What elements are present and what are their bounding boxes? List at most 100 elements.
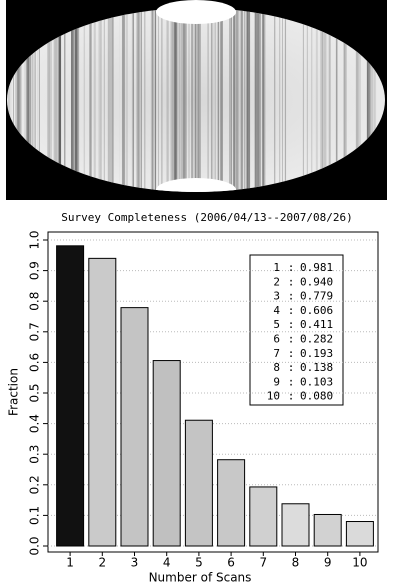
legend-separator: : <box>288 318 295 331</box>
legend-key: 9 <box>273 375 280 388</box>
sky-stripe <box>99 8 100 192</box>
sky-stripe <box>316 8 318 192</box>
sky-stripe <box>242 8 243 192</box>
bar <box>282 504 309 546</box>
legend-key: 7 <box>273 347 280 360</box>
sky-stripe <box>326 8 328 192</box>
x-tick-label: 5 <box>195 556 203 570</box>
sky-stripe <box>214 8 216 192</box>
sky-stripe <box>133 8 134 192</box>
legend-separator: : <box>288 375 295 388</box>
sky-stripe <box>274 8 275 192</box>
sky-stripe <box>241 8 243 192</box>
sky-stripe <box>230 8 232 192</box>
bar <box>89 258 116 546</box>
sky-stripe <box>137 8 139 192</box>
legend-separator: : <box>288 304 295 317</box>
sky-stripe <box>311 8 312 192</box>
bar <box>153 361 180 546</box>
sky-stripe <box>191 8 193 192</box>
sky-stripe <box>84 8 85 192</box>
x-tick-label: 9 <box>324 556 332 570</box>
sky-stripe <box>185 8 187 192</box>
figure: Survey Completeness (2006/04/13--2007/08… <box>0 0 393 586</box>
sky-stripe <box>132 8 133 192</box>
legend-separator: : <box>288 361 295 374</box>
bar <box>218 460 245 546</box>
sky-stripe <box>72 8 74 192</box>
y-tick-label: 0.0 <box>28 536 42 555</box>
legend-value: 0.940 <box>300 275 333 288</box>
sky-stripe <box>94 8 96 192</box>
legend-value: 0.411 <box>300 318 333 331</box>
sky-stripe <box>220 8 223 192</box>
legend-value: 0.103 <box>300 375 333 388</box>
legend-separator: : <box>288 275 295 288</box>
sky-stripe <box>244 8 246 192</box>
legend-key: 3 <box>273 290 280 303</box>
sky-stripe <box>257 8 259 192</box>
x-axis-label: Number of Scans <box>149 571 252 585</box>
sky-stripe <box>193 8 194 192</box>
y-tick-label: 0.6 <box>28 353 42 372</box>
legend-key: 1 <box>273 261 280 274</box>
sky-stripe <box>141 8 142 192</box>
bar <box>314 514 341 546</box>
sky-stripe <box>255 8 256 192</box>
bar <box>121 308 148 546</box>
sky-stripe <box>279 8 280 192</box>
sky-stripe <box>64 8 65 192</box>
x-tick-label: 10 <box>352 556 367 570</box>
x-tick-label: 4 <box>163 556 171 570</box>
sky-stripe <box>119 8 120 192</box>
sky-stripe <box>195 8 196 192</box>
sky-stripe <box>104 8 105 192</box>
sky-stripe <box>178 8 180 192</box>
legend-key: 10 <box>267 390 280 403</box>
sky-stripe <box>285 8 286 192</box>
legend-separator: : <box>288 390 295 403</box>
sky-stripe <box>112 8 113 192</box>
sky-stripe <box>122 8 125 192</box>
x-tick-label: 7 <box>259 556 267 570</box>
sky-stripe <box>109 8 110 192</box>
y-tick-label: 1.0 <box>28 230 42 249</box>
sky-stripe <box>78 8 79 192</box>
sky-stripe <box>239 8 240 192</box>
sky-stripe <box>152 8 154 192</box>
sky-stripe <box>303 8 304 192</box>
sky-stripe <box>263 8 266 192</box>
bar <box>346 522 373 546</box>
y-axis-label: Fraction <box>7 368 21 416</box>
legend-key: 5 <box>273 318 280 331</box>
legend-value: 0.138 <box>300 361 333 374</box>
y-tick-label: 0.5 <box>28 383 42 402</box>
legend-separator: : <box>288 261 295 274</box>
sky-stripe <box>208 8 209 192</box>
sky-stripe <box>75 8 78 192</box>
sky-stripe <box>166 8 168 192</box>
y-tick-label: 0.7 <box>28 322 42 341</box>
x-tick-label: 6 <box>227 556 235 570</box>
y-tick-label: 0.2 <box>28 475 42 494</box>
legend-value: 0.606 <box>300 304 333 317</box>
legend-value: 0.193 <box>300 347 333 360</box>
x-tick-label: 1 <box>66 556 74 570</box>
y-tick-label: 0.9 <box>28 261 42 280</box>
sky-stripe <box>321 8 324 192</box>
sky-stripe <box>329 8 331 192</box>
sky-map-pole <box>156 0 236 24</box>
legend-separator: : <box>288 290 295 303</box>
sky-stripe <box>158 8 159 192</box>
sky-stripe <box>247 8 250 192</box>
sky-stripe <box>155 8 156 192</box>
y-tick-label: 0.1 <box>28 506 42 525</box>
sky-stripe <box>89 8 91 192</box>
legend-value: 0.080 <box>300 390 333 403</box>
legend-value: 0.981 <box>300 261 333 274</box>
chart-title: Survey Completeness (2006/04/13--2007/08… <box>61 211 352 224</box>
sky-stripe <box>175 8 176 192</box>
sky-stripe <box>236 8 238 192</box>
x-tick-label: 3 <box>131 556 139 570</box>
sky-stripe <box>189 8 190 192</box>
